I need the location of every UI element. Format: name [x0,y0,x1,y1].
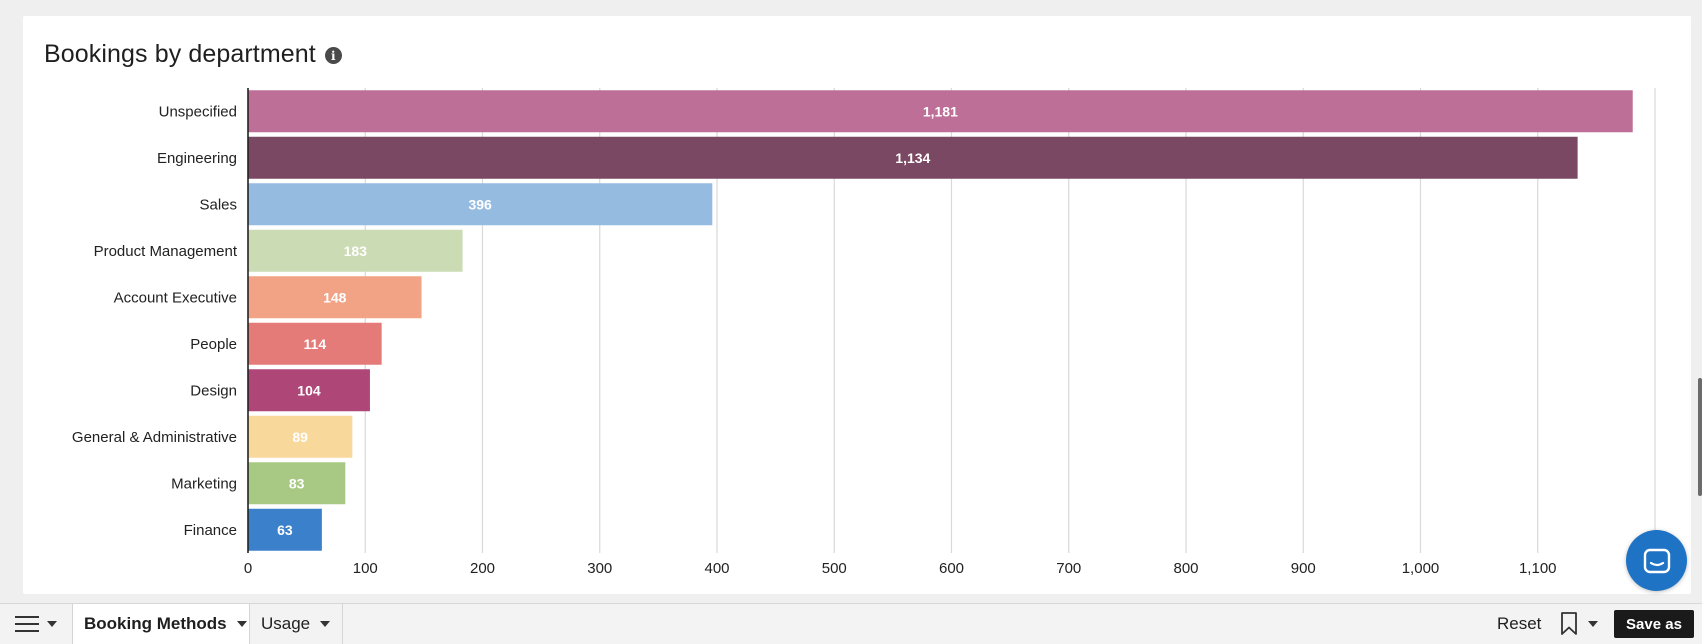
bar[interactable] [248,322,382,365]
bar-value-label: 114 [304,336,327,352]
chevron-down-icon [1588,621,1598,627]
tab-label: Booking Methods [84,614,227,633]
save-as-button[interactable]: Save as [1614,610,1694,638]
bar-value-label: 63 [277,522,293,538]
bar-value-label: 183 [344,243,368,259]
bottom-toolbar: Booking Methods Usage Reset Save as [0,603,1702,644]
chat-button[interactable] [1626,530,1687,591]
info-icon[interactable]: i [324,47,342,64]
bar[interactable] [248,90,1633,133]
bookmark-button[interactable] [1560,604,1598,644]
chevron-down-icon [47,621,57,627]
x-tick-label: 800 [1173,560,1198,577]
bar-value-label: 1,134 [895,150,930,166]
category-label: Design [190,382,237,399]
reset-button[interactable]: Reset [1497,614,1542,633]
bar[interactable] [248,276,422,319]
x-tick-label: 0 [244,560,252,577]
bar-value-label: 104 [297,382,321,398]
category-label: Unspecified [159,103,237,120]
category-label: Finance [184,522,237,539]
x-tick-label: 600 [939,560,964,577]
x-tick-label: 1,100 [1519,560,1557,577]
chart-title: Bookings by department [44,40,316,68]
bar[interactable] [248,369,370,412]
hamburger-icon [15,616,39,632]
chevron-down-icon [320,621,331,627]
bookmark-icon [1561,612,1577,635]
x-tick-label: 700 [1056,560,1081,577]
bar[interactable] [248,136,1578,179]
x-tick-label: 500 [822,560,847,577]
x-tick-label: 100 [353,560,378,577]
category-label: General & Administrative [72,429,237,446]
x-tick-label: 900 [1291,560,1316,577]
category-label: People [190,336,237,353]
bar-value-label: 396 [468,196,492,212]
bar[interactable] [248,415,353,458]
category-label: Sales [199,196,237,213]
x-tick-label: 200 [470,560,495,577]
chat-icon [1643,548,1670,573]
bar-value-label: 1,181 [923,103,958,119]
category-label: Product Management [94,243,238,260]
bar-value-label: 89 [292,429,308,445]
tab-booking-methods[interactable]: Booking Methods [73,604,250,644]
bar-value-label: 83 [289,475,305,491]
bar-value-label: 148 [323,289,347,305]
x-tick-label: 1,000 [1402,560,1440,577]
category-label: Marketing [171,475,237,492]
bar[interactable] [248,183,713,226]
bar[interactable] [248,229,463,272]
tab-label: Usage [261,614,311,633]
bar-chart: 1,181 Unspecified 1,134 Engineering 396 Sales… [72,88,1656,577]
x-tick-label: 300 [587,560,612,577]
chevron-down-icon [236,621,247,627]
category-label: Engineering [157,150,237,167]
x-tick-label: 400 [704,560,729,577]
bar[interactable] [248,462,346,505]
bar[interactable] [248,508,322,551]
scrollbar[interactable] [1698,378,1702,496]
chart-header: Bookings by department i [44,40,342,69]
menu-button[interactable] [0,604,73,644]
tab-usage[interactable]: Usage [251,604,343,644]
category-label: Account Executive [114,289,237,306]
